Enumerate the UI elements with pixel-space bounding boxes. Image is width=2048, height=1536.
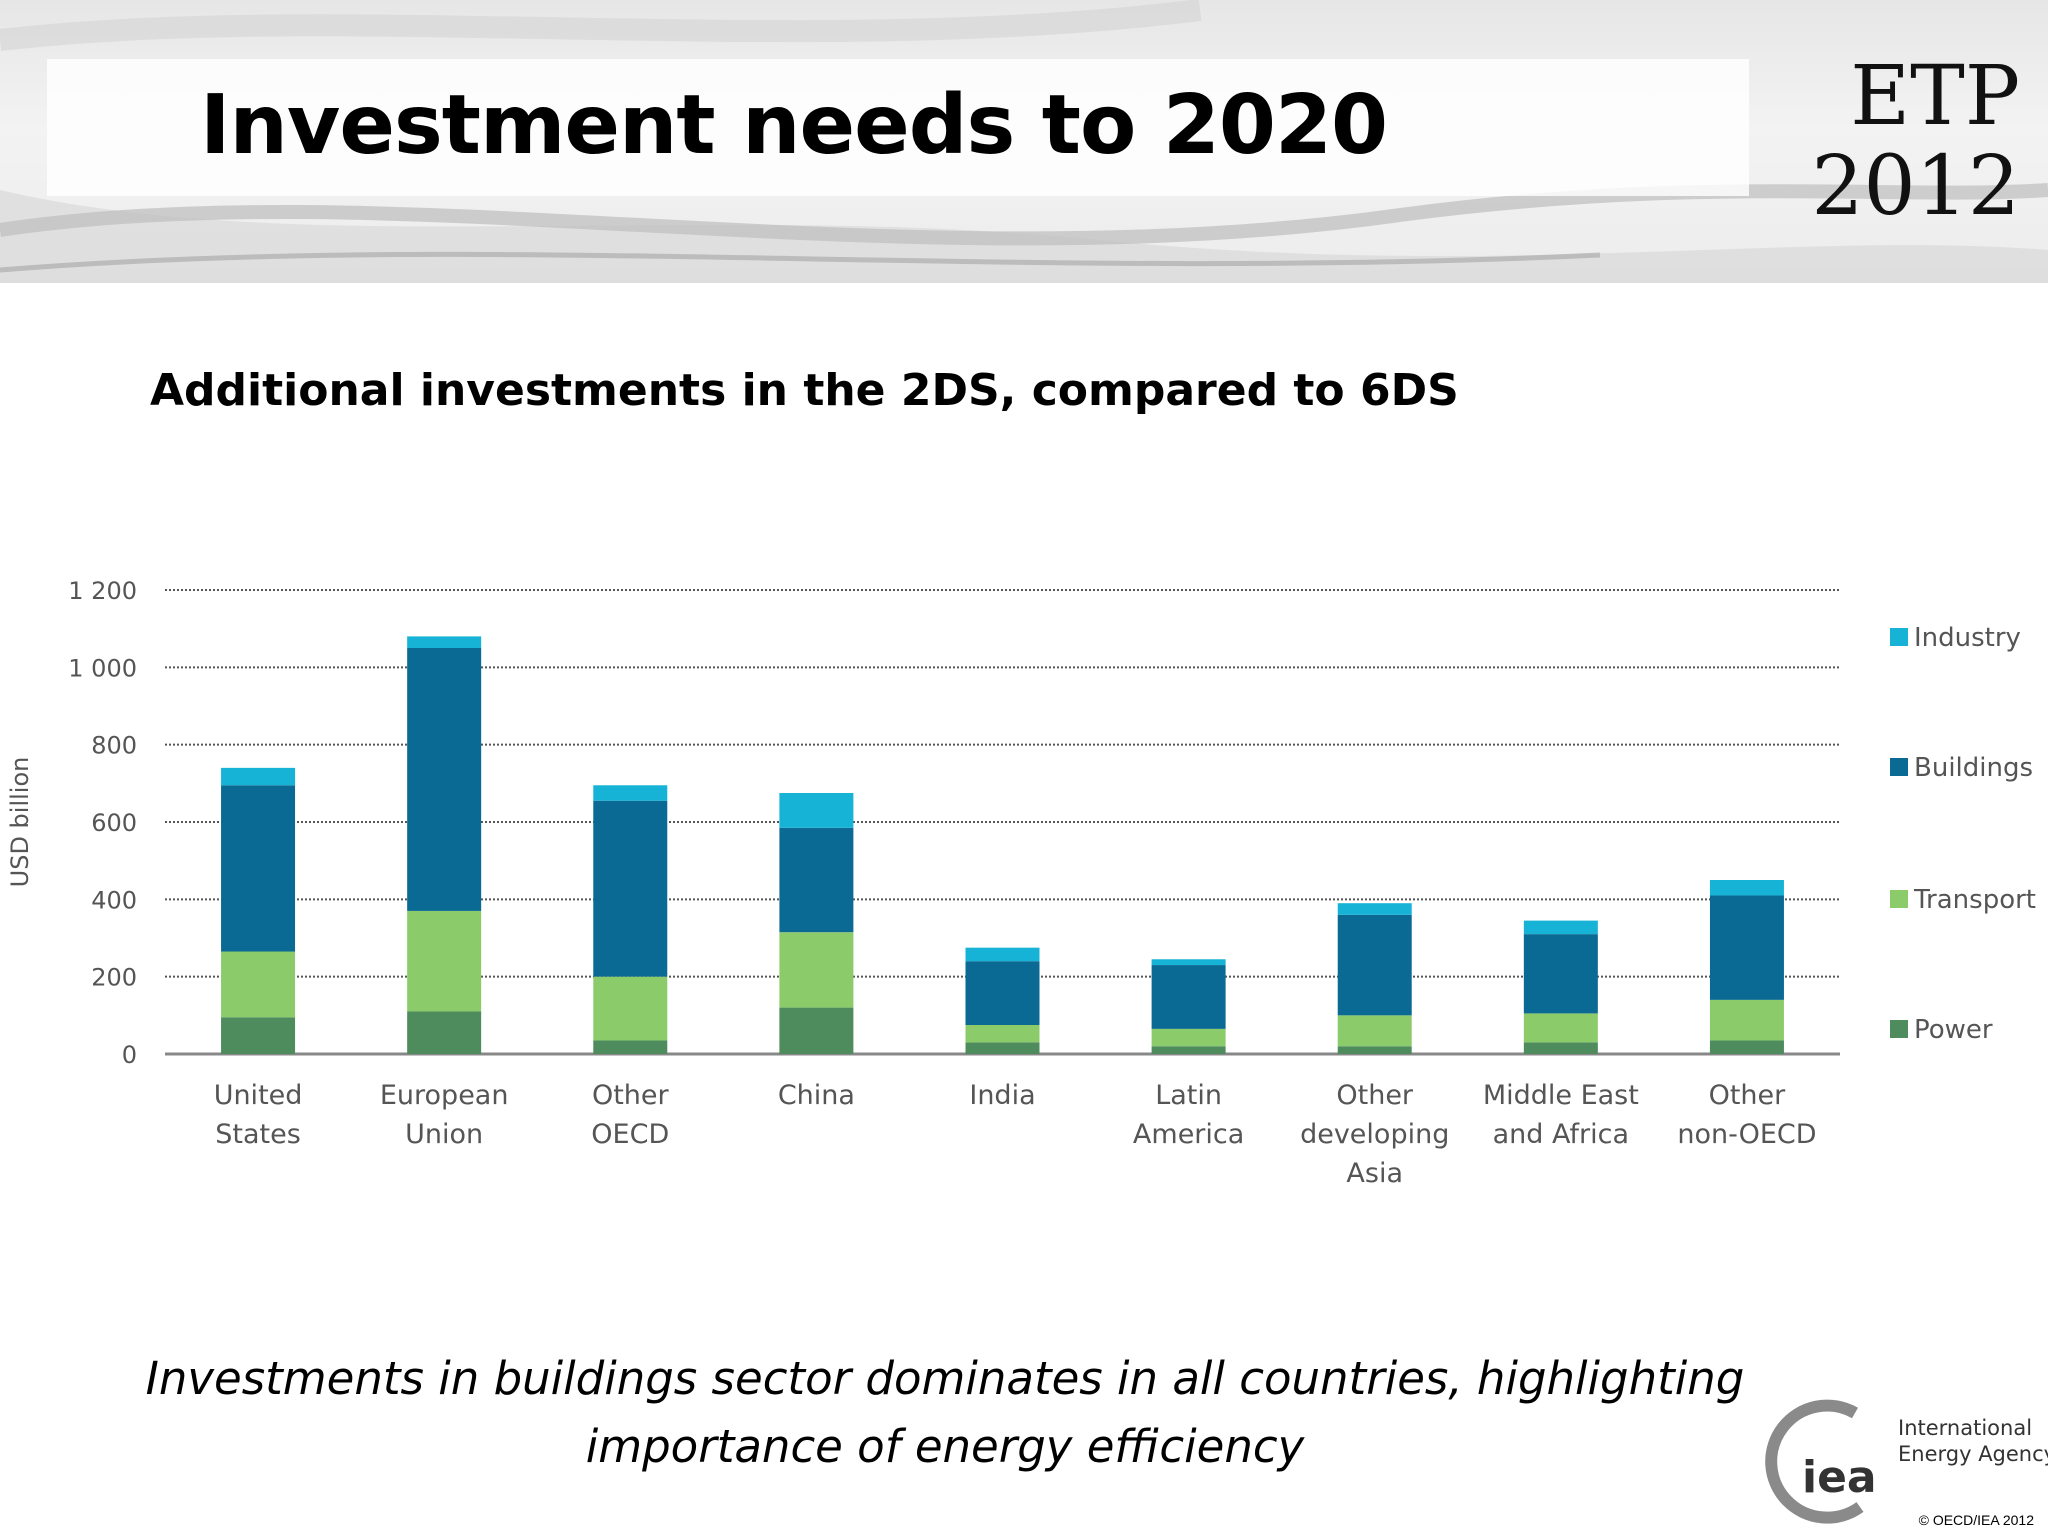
bar-power-2 xyxy=(593,1040,668,1054)
y-tick-label: 1 000 xyxy=(68,654,137,682)
x-tick-label: Other xyxy=(1709,1080,1787,1111)
x-tick-label: European xyxy=(380,1080,509,1111)
legend-label-industry: Industry xyxy=(1914,623,2021,653)
legend-swatch-transport xyxy=(1890,890,1908,908)
y-tick-label: 0 xyxy=(122,1041,137,1069)
bar-transport-5 xyxy=(1151,1028,1226,1047)
bar-transport-1 xyxy=(407,910,482,1012)
bar-power-6 xyxy=(1337,1046,1412,1054)
stacked-bar-chart: 0 200 400 600 800 1 000 1 200 USD billion United… xyxy=(6,577,2036,1189)
bar-buildings-1 xyxy=(407,648,482,911)
bar-power-0 xyxy=(221,1017,296,1054)
x-tick-label: Other xyxy=(1336,1080,1414,1111)
x-tick-label: non-OECD xyxy=(1677,1119,1816,1150)
bar-industry-8 xyxy=(1709,880,1784,896)
bar-industry-4 xyxy=(965,947,1040,962)
bar-industry-3 xyxy=(779,793,854,828)
caption-line-2: importance of energy efficiency xyxy=(585,1420,1305,1473)
chart-subtitle: Additional investments in the 2DS, compa… xyxy=(150,365,1459,416)
bar-transport-0 xyxy=(221,951,296,1018)
bar-buildings-7 xyxy=(1523,934,1598,1014)
bar-transport-6 xyxy=(1337,1015,1412,1047)
x-tick-label: OECD xyxy=(591,1119,669,1150)
bar-industry-1 xyxy=(407,636,482,648)
bar-industry-2 xyxy=(593,785,668,801)
y-tick-label: 200 xyxy=(91,964,137,992)
bar-industry-0 xyxy=(221,767,296,786)
x-tick-label: United xyxy=(214,1080,303,1111)
bar-buildings-4 xyxy=(965,961,1040,1025)
y-tick-label: 1 200 xyxy=(68,577,137,605)
badge-line-1: ETP xyxy=(1850,49,2020,144)
y-tick-label: 400 xyxy=(91,886,137,914)
legend-swatch-buildings xyxy=(1890,758,1908,776)
caption-line-1: Investments in buildings sector dominate… xyxy=(145,1352,1745,1405)
logo-mark: iea xyxy=(1802,1452,1877,1503)
x-tick-label: Other xyxy=(592,1080,670,1111)
x-tick-label: Latin xyxy=(1155,1080,1222,1111)
bar-buildings-2 xyxy=(593,800,668,977)
legend-label-buildings: Buildings xyxy=(1914,753,2033,783)
logo-org-line-2: Energy Agency xyxy=(1898,1442,2048,1466)
bar-transport-2 xyxy=(593,976,668,1041)
bar-power-7 xyxy=(1523,1042,1598,1054)
banner-swoosh-graphic xyxy=(0,0,2048,283)
x-tick-label: States xyxy=(215,1119,301,1150)
bar-transport-4 xyxy=(965,1025,1040,1043)
badge-line-2: 2012 xyxy=(1811,139,2020,234)
bar-buildings-6 xyxy=(1337,914,1412,1016)
title-backdrop xyxy=(47,59,1749,196)
bar-power-8 xyxy=(1709,1040,1784,1054)
x-tick-label: developing xyxy=(1300,1119,1449,1150)
x-tick-label: Union xyxy=(405,1119,483,1150)
etp-badge: ETP 2012 xyxy=(1780,52,2020,232)
iea-logo: iea International Energy Agency xyxy=(1765,1399,2048,1524)
bar-power-4 xyxy=(965,1042,1040,1054)
bar-buildings-0 xyxy=(221,785,296,952)
bar-transport-7 xyxy=(1523,1013,1598,1043)
copyright-notice: © OECD/IEA 2012 xyxy=(1918,1512,2034,1528)
slide-title: Investment needs to 2020 xyxy=(200,78,1388,173)
bar-buildings-3 xyxy=(779,827,854,933)
x-tick-label: India xyxy=(969,1080,1035,1111)
bar-industry-5 xyxy=(1151,959,1226,966)
logo-org-line-1: International xyxy=(1898,1416,2032,1440)
bar-industry-7 xyxy=(1523,920,1598,935)
y-tick-label: 600 xyxy=(91,809,137,837)
x-tick-label: China xyxy=(778,1080,855,1111)
y-axis-label: USD billion xyxy=(6,757,34,888)
x-tick-label: Asia xyxy=(1346,1158,1403,1189)
bar-power-5 xyxy=(1151,1046,1226,1054)
logo-swoosh xyxy=(1765,1399,1864,1524)
bar-buildings-8 xyxy=(1709,895,1784,1000)
bar-buildings-5 xyxy=(1151,965,1226,1029)
bar-power-1 xyxy=(407,1011,482,1054)
x-tick-label: and Africa xyxy=(1493,1119,1629,1150)
bar-industry-6 xyxy=(1337,903,1412,915)
legend-swatch-industry xyxy=(1890,628,1908,646)
bar-power-3 xyxy=(779,1007,854,1054)
legend-label-power: Power xyxy=(1914,1015,1993,1045)
x-tick-label: Middle East xyxy=(1483,1080,1639,1111)
bar-transport-3 xyxy=(779,932,854,1008)
slide-caption: Investments in buildings sector dominate… xyxy=(80,1345,1810,1481)
bar-transport-8 xyxy=(1709,999,1784,1041)
legend-label-transport: Transport xyxy=(1913,885,2036,915)
header-banner: Investment needs to 2020 ETP 2012 xyxy=(0,0,2048,283)
y-tick-label: 800 xyxy=(91,732,137,760)
legend-swatch-power xyxy=(1890,1020,1908,1038)
x-tick-label: America xyxy=(1133,1119,1244,1150)
